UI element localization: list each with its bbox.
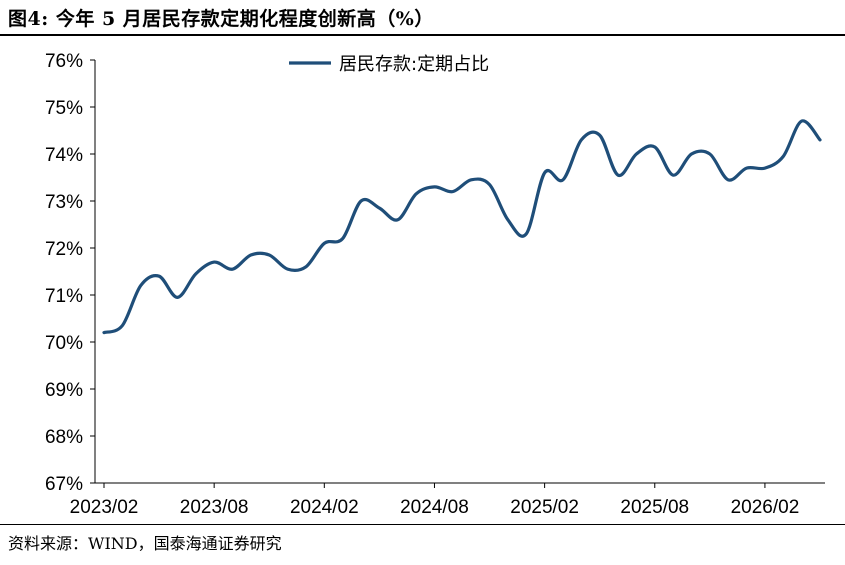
source-note: 资料来源：WIND，国泰海通证券研究 (8, 534, 282, 553)
y-tick-label: 74% (45, 145, 83, 166)
x-tick-label: 2024/02 (290, 497, 359, 518)
y-tick-label: 71% (45, 286, 83, 307)
line-chart: 67%68%69%70%71%72%73%74%75%76% 2023/02 20… (45, 51, 825, 518)
y-tick-label: 70% (45, 333, 83, 354)
y-tick-label: 76% (45, 51, 83, 72)
y-tick-label: 68% (45, 427, 83, 448)
x-tick-label: 2025/08 (620, 497, 689, 518)
y-tick-label: 75% (45, 98, 83, 119)
legend: 居民存款:定期占比 (289, 54, 489, 75)
legend-label: 居民存款:定期占比 (339, 54, 489, 75)
y-tick-label: 67% (45, 474, 83, 495)
x-axis: 2023/02 2023/08 2024/02 2024/08 2025/02 2025/… (70, 482, 825, 518)
y-tick-label: 72% (45, 239, 83, 260)
source-rule (0, 524, 845, 525)
series-line (102, 119, 822, 335)
x-tick-label: 2023/02 (70, 497, 139, 518)
x-tick-label: 2023/08 (180, 497, 249, 518)
y-axis: 67% 68% 69% 70% 71% 72% 73% 74% 75% 76% (45, 51, 96, 495)
x-tick-label: 2024/08 (400, 497, 469, 518)
x-tick-label: 2026/02 (731, 497, 800, 518)
x-tick-label: 2025/02 (510, 497, 579, 518)
y-tick-label: 69% (45, 380, 83, 401)
y-tick-label: 73% (45, 192, 83, 213)
figure-title: 图4: 今年 5 月居民存款定期化程度创新高（%） (8, 8, 434, 30)
series-group (102, 119, 822, 335)
title-rule (0, 34, 845, 36)
